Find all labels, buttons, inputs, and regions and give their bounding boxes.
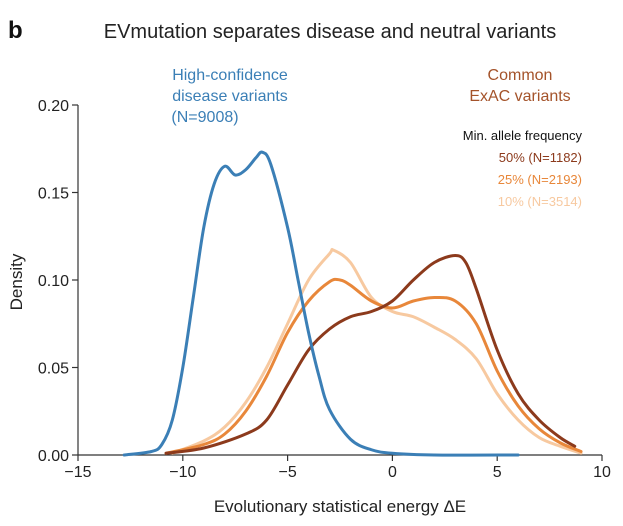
density-curve-series-0 bbox=[122, 150, 520, 457]
common-label-line1: Common bbox=[488, 67, 553, 84]
y-tick-label: 0.00 bbox=[38, 448, 69, 465]
chart-title: EVmutation separates disease and neutral… bbox=[104, 21, 557, 43]
density-curve-series-2 bbox=[164, 277, 583, 455]
curves bbox=[122, 150, 583, 457]
disease-label-line2: disease variants bbox=[172, 88, 288, 105]
x-tick-label: 10 bbox=[593, 464, 611, 481]
x-axis-label: Evolutionary statistical energy ΔE bbox=[214, 497, 466, 516]
panel-label: b bbox=[8, 17, 23, 44]
x-tick-label: 5 bbox=[493, 464, 502, 481]
legend-item-25: 25% (N=2193) bbox=[498, 172, 582, 187]
y-axis-label: Density bbox=[7, 253, 26, 310]
legend-title: Min. allele frequency bbox=[463, 128, 583, 143]
y-tick-label: 0.20 bbox=[38, 98, 69, 115]
y-tick-label: 0.05 bbox=[38, 361, 69, 378]
y-tick-label: 0.10 bbox=[38, 273, 69, 290]
axes: −15 −10 −5 0 5 10 0.00 0.05 0.10 0.15 0.20 bbox=[38, 98, 611, 481]
x-tick-label: −5 bbox=[278, 464, 296, 481]
legend-item-10: 10% (N=3514) bbox=[498, 194, 582, 209]
x-tick-label: −15 bbox=[64, 464, 91, 481]
y-tick-label: 0.15 bbox=[38, 186, 69, 203]
density-curve-series-1 bbox=[164, 254, 577, 455]
x-tick-label: −10 bbox=[169, 464, 196, 481]
legend-item-50: 50% (N=1182) bbox=[499, 150, 582, 165]
disease-label-line3: (N=9008) bbox=[171, 109, 238, 126]
x-tick-label: 0 bbox=[388, 464, 397, 481]
density-curve-series-3 bbox=[170, 247, 583, 455]
disease-label-line1: High-confidence bbox=[172, 67, 288, 84]
common-label-line2: ExAC variants bbox=[469, 88, 570, 105]
